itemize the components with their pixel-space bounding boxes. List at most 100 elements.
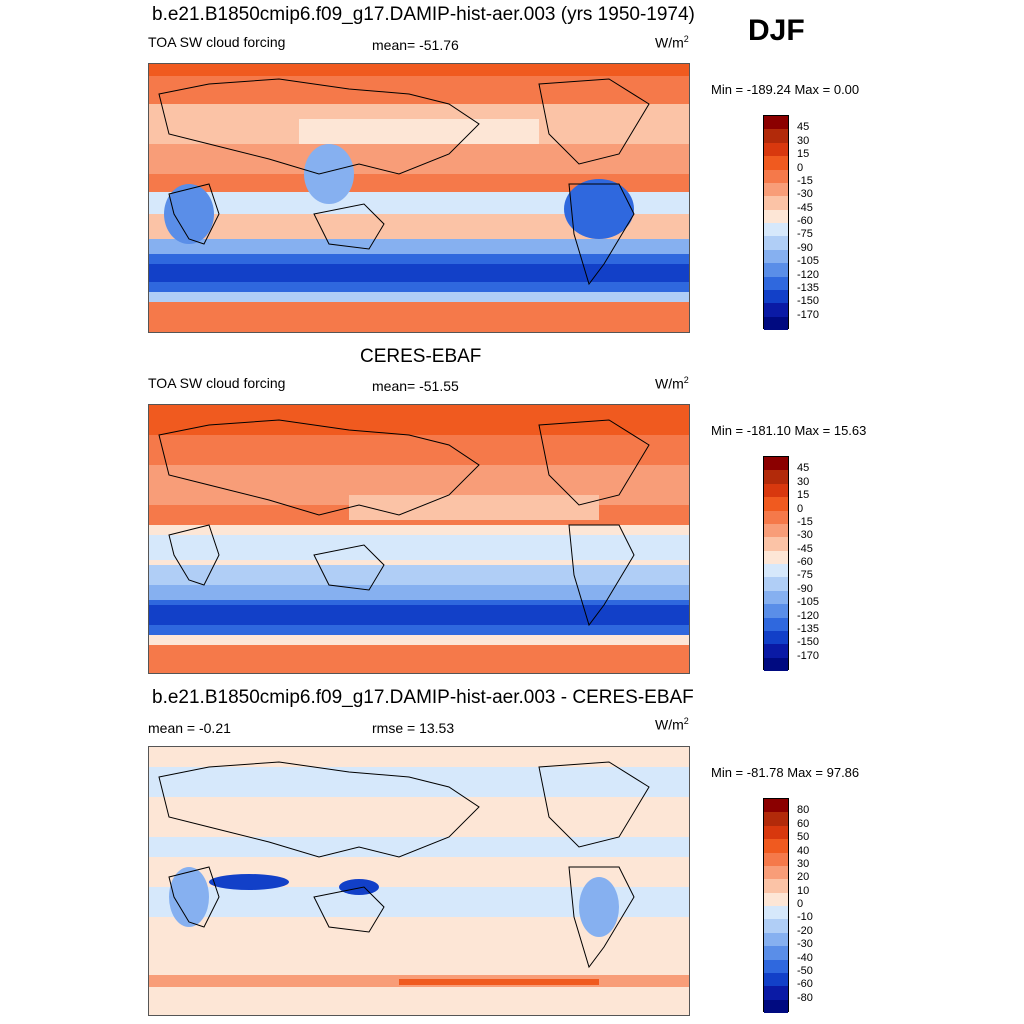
colorbar-swatch [764, 919, 788, 933]
colorbar-tick-label: -75 [797, 569, 813, 582]
panel3-center-label: rmse = 13.53 [372, 720, 455, 736]
colorbar-swatch [764, 523, 788, 538]
colorbar-tick-label: -30 [797, 188, 813, 201]
colorbar-tick-label: 0 [797, 161, 804, 174]
colorbar-tick-label: -170 [797, 649, 820, 662]
colorbar-swatch [764, 129, 788, 143]
colorbar-swatch [764, 812, 788, 826]
colorbar-tick-label: 60 [797, 817, 810, 830]
coastline-icon [158, 78, 650, 286]
season-label: DJF [748, 14, 805, 47]
colorbar-swatch [764, 316, 788, 330]
colorbar-swatch [764, 116, 788, 130]
colorbar-swatch [764, 537, 788, 551]
colorbar-swatch [764, 142, 788, 157]
colorbar-tick-label: -15 [797, 515, 813, 528]
colorbar-tick-label: -20 [797, 924, 813, 937]
panel3-title: b.e21.B1850cmip6.f09_g17.DAMIP-hist-aer.… [152, 687, 694, 708]
colorbar-tick-label: 45 [797, 121, 810, 134]
colorbar-tick-label: -50 [797, 964, 813, 977]
colorbar-tick-label: -120 [797, 268, 820, 281]
colorbar-swatch [764, 892, 788, 906]
colorbar-tick-label: -135 [797, 281, 820, 294]
colorbar-swatch [764, 550, 788, 564]
colorbar-tick-label: 0 [797, 502, 804, 515]
colorbar-tick-label: -120 [797, 609, 820, 622]
colorbar-tick-label: -80 [797, 991, 813, 1004]
colorbar-swatch [764, 852, 788, 866]
panel3-minmax: Min = -81.78 Max = 97.86 [711, 765, 860, 780]
colorbar-tick-label: -105 [797, 596, 820, 609]
colorbar-tick-label: -40 [797, 951, 813, 964]
panel1-map [148, 63, 690, 333]
colorbar-swatch [764, 223, 788, 237]
panel1-minmax: Min = -189.24 Max = 0.00 [711, 82, 860, 97]
panel3-map [148, 746, 690, 1016]
panel2-title: CERES-EBAF [360, 346, 482, 367]
colorbar-tick-label: -150 [797, 636, 820, 649]
panel2-colorbar [763, 456, 789, 671]
colorbar-tick-label: -60 [797, 215, 813, 227]
colorbar-tick-label: -10 [797, 911, 813, 924]
colorbar-swatch [764, 236, 788, 250]
panel3-units: W/m2 [655, 716, 689, 733]
coastline-icon [158, 761, 650, 969]
colorbar-swatch [764, 303, 788, 317]
panel2-minmax: Min = -181.10 Max = 15.63 [711, 423, 867, 438]
colorbar-swatch [764, 972, 788, 987]
colorbar-swatch [764, 263, 788, 277]
colorbar-swatch [764, 946, 788, 960]
colorbar-tick-label: 15 [797, 148, 810, 161]
colorbar-swatch [764, 644, 788, 658]
colorbar-swatch [764, 932, 788, 947]
colorbar-swatch [764, 457, 788, 471]
colorbar-swatch [764, 906, 788, 920]
panel1-colorbar [763, 115, 789, 330]
colorbar-tick-label: 40 [797, 844, 810, 857]
colorbar-swatch [764, 249, 788, 264]
colorbar-swatch [764, 657, 788, 671]
colorbar-tick-label: -30 [797, 529, 813, 542]
colorbar-swatch [764, 169, 788, 183]
colorbar-swatch [764, 839, 788, 853]
panel1-left-label: TOA SW cloud forcing [148, 34, 286, 50]
colorbar-tick-label: 30 [797, 857, 810, 870]
colorbar-tick-label: 20 [797, 871, 810, 884]
panel1-title: b.e21.B1850cmip6.f09_g17.DAMIP-hist-aer.… [152, 4, 695, 25]
colorbar-swatch [764, 630, 788, 645]
colorbar-tick-label: -60 [797, 556, 813, 568]
panel2-map [148, 404, 690, 674]
panel1-center-label: mean= -51.76 [372, 37, 459, 53]
colorbar-swatch [764, 276, 788, 290]
colorbar-tick-label: 30 [797, 475, 810, 488]
colorbar-tick-label: -30 [797, 938, 813, 951]
colorbar-swatch [764, 196, 788, 210]
colorbar-swatch [764, 289, 788, 304]
colorbar-tick-label: 10 [797, 884, 810, 897]
colorbar-tick-label: 50 [797, 831, 810, 844]
panel3-colorbar [763, 798, 789, 1013]
colorbar-tick-label: -60 [797, 978, 813, 991]
colorbar-swatch [764, 590, 788, 605]
colorbar-swatch [764, 510, 788, 524]
colorbar-swatch [764, 209, 788, 223]
colorbar-swatch [764, 959, 788, 973]
colorbar-tick-label: -75 [797, 228, 813, 241]
colorbar-tick-label: 30 [797, 134, 810, 147]
colorbar-swatch [764, 604, 788, 618]
colorbar-tick-label: -90 [797, 582, 813, 595]
colorbar-swatch [764, 617, 788, 631]
colorbar-swatch [764, 470, 788, 484]
panel1-units: W/m2 [655, 34, 689, 51]
colorbar-tick-label: 0 [797, 898, 804, 910]
colorbar-tick-label: -170 [797, 308, 820, 321]
colorbar-swatch [764, 483, 788, 498]
colorbar-swatch [764, 799, 788, 813]
colorbar-tick-label: -90 [797, 241, 813, 254]
colorbar-tick-label: 45 [797, 462, 810, 475]
colorbar-tick-label: -150 [797, 295, 820, 308]
colorbar-tick-label: -45 [797, 201, 813, 214]
panel2-left-label: TOA SW cloud forcing [148, 375, 286, 391]
panel2-units: W/m2 [655, 375, 689, 392]
colorbar-tick-label: -135 [797, 622, 820, 635]
